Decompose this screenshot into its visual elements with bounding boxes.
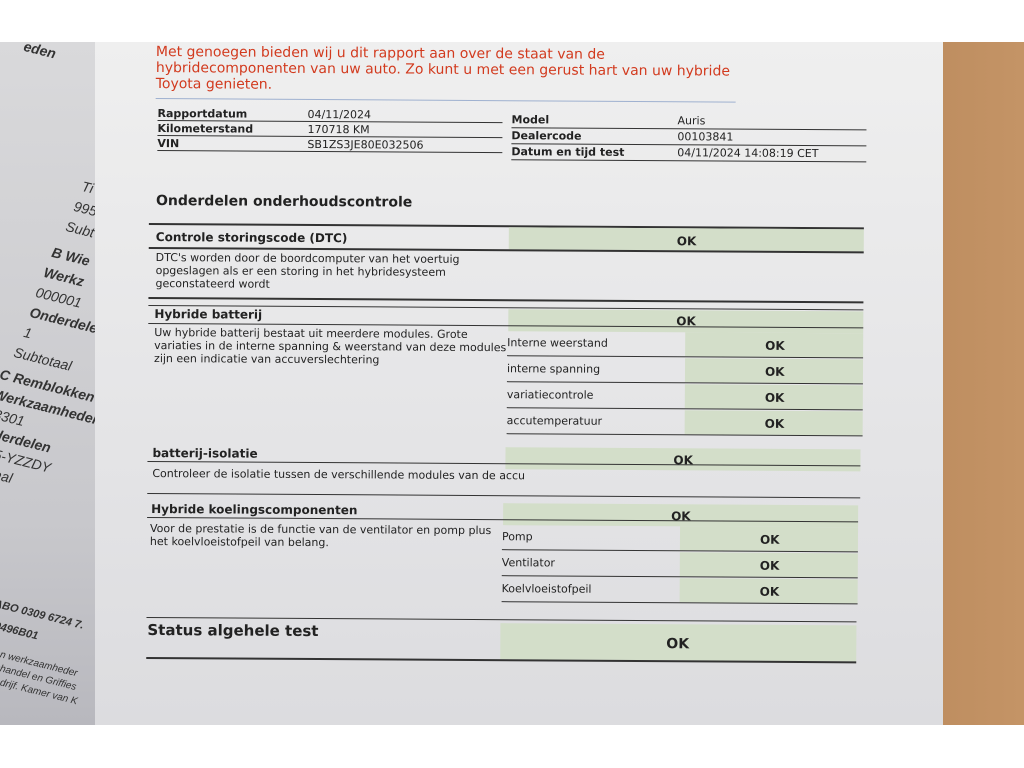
back-text: Subt: [64, 218, 96, 241]
sub-check-result: OK: [759, 532, 780, 547]
sub-check-result: OK: [759, 584, 780, 599]
model-value: Auris: [677, 114, 706, 128]
isolation-title: batterij-isolatie: [152, 446, 258, 461]
back-text: 3301: [0, 406, 27, 430]
section-title: Onderdelen onderhoudscontrole: [155, 193, 413, 211]
rapportdatum-label: Rapportdatum: [157, 107, 248, 121]
status-result: OK: [666, 636, 690, 653]
back-text: 9496B01: [0, 620, 40, 643]
battery-description: Uw hybride batterij bestaat uit meerdere…: [154, 326, 507, 367]
back-text: Subtotaal: [12, 344, 74, 374]
datetime-value: 04/11/2024 14:08:19 CET: [677, 146, 819, 161]
back-text: B Wie: [50, 244, 92, 269]
sub-check-label: Pomp: [501, 530, 533, 544]
vehicle-info-table: Rapportdatum 04/11/2024 Kilometerstand 1…: [149, 107, 869, 167]
back-text: eden: [22, 42, 58, 62]
sub-check-result: OK: [764, 364, 785, 379]
sub-check-result: OK: [764, 390, 785, 405]
battery-title: Hybride batterij: [154, 307, 263, 322]
dealer-label: Dealercode: [511, 129, 582, 143]
back-text: Ti: [80, 178, 96, 197]
isolation-description: Controleer de isolatie tussen de verschi…: [152, 467, 526, 483]
dtc-title: Controle storingscode (DTC): [155, 230, 348, 246]
sub-check-label: Koelvloeistofpeil: [501, 582, 592, 596]
sub-check-label: accutemperatuur: [506, 414, 603, 428]
status-title: Status algehele test: [147, 620, 319, 641]
cooling-title: Hybride koelingscomponenten: [151, 502, 358, 518]
back-text: 995: [72, 198, 99, 220]
km-label: Kilometerstand: [157, 122, 254, 136]
hybrid-health-report: Met genoegen bieden wij u dit rapport aa…: [146, 42, 870, 691]
photo-scene: eden Ti 995 Subt B Wie Werkz 000001 Onde…: [0, 42, 1024, 725]
vin-label: VIN: [157, 137, 180, 151]
back-text: aal: [0, 466, 15, 487]
checks-table: Controle storingscode (DTC) OK DTC's wor…: [146, 217, 869, 691]
dtc-result: OK: [676, 234, 697, 249]
back-text: Werkz: [42, 264, 86, 290]
rapportdatum-value: 04/11/2024: [307, 107, 372, 122]
sub-check-label: interne spanning: [506, 362, 601, 376]
sub-check-label: variatiecontrole: [506, 388, 594, 402]
datetime-label: Datum en tijd test: [511, 145, 625, 159]
cooling-description: Voor de prestatie is de functie van de v…: [149, 522, 492, 550]
model-label: Model: [511, 113, 550, 127]
dtc-description: DTC's worden door de boordcomputer van h…: [155, 251, 460, 291]
back-text: Onderdele: [28, 304, 100, 337]
divider: [155, 98, 736, 103]
back-text: 1: [22, 324, 34, 342]
sub-check-label: Interne weerstand: [507, 336, 608, 350]
vin-value: SB1ZS3JE80E032506: [307, 137, 424, 152]
sub-check-label: Ventilator: [501, 556, 556, 570]
sub-check-result: OK: [764, 416, 785, 431]
sub-check-result: OK: [765, 338, 785, 353]
intro-text: Met genoegen bieden wij u dit rapport aa…: [155, 44, 731, 93]
dealer-value: 00103841: [677, 130, 734, 144]
sub-check-result: OK: [759, 558, 780, 573]
km-value: 170718 KM: [307, 122, 370, 137]
